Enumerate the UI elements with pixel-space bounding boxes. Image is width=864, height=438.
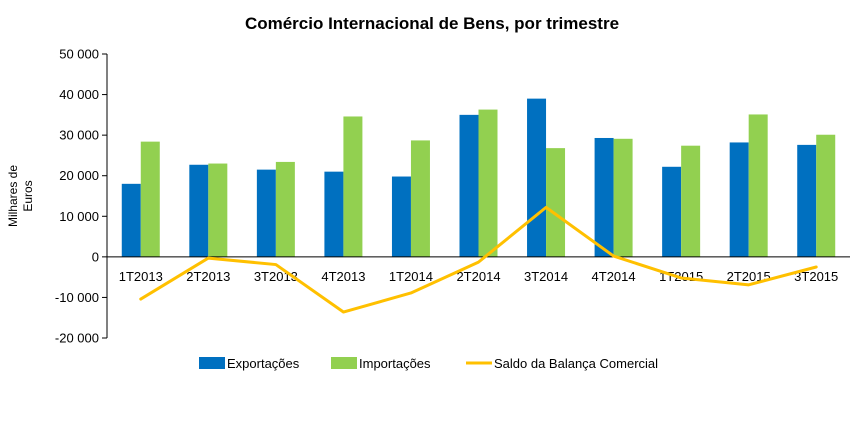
- x-category-label: 2T2015: [727, 269, 771, 284]
- bar-exportacoes: [527, 98, 547, 257]
- bar-exportacoes: [391, 176, 411, 257]
- bar-importacoes: [613, 138, 633, 257]
- bar-exportacoes: [256, 169, 276, 257]
- y-tick-label: 50 000: [59, 47, 99, 62]
- bar-exportacoes: [797, 144, 817, 257]
- x-axis-labels: 1T2013 2T2013 3T2013 4T2013 1T2014 2T2014 3T20…: [119, 269, 839, 284]
- bar-importacoes: [275, 161, 295, 257]
- x-category-label: 2T2014: [456, 269, 500, 284]
- bar-importacoes: [478, 109, 498, 257]
- y-tick-label: 0: [92, 249, 99, 264]
- legend-swatch: [199, 357, 225, 369]
- bar-importacoes: [343, 116, 363, 257]
- y-axis-title: Milhares deEuros: [6, 165, 35, 227]
- y-axis-title-text: Milhares deEuros: [6, 165, 35, 227]
- bar-exportacoes: [662, 166, 682, 257]
- y-tick-label: -20 000: [55, 331, 99, 346]
- bar-exportacoes: [121, 183, 141, 257]
- bar-exportacoes: [189, 164, 209, 257]
- legend: Exportações Importações Saldo da Balança C…: [199, 356, 658, 371]
- y-axis-title-line: Milhares de: [6, 165, 20, 227]
- y-axis-ticks: -20 000 -10 000 0 10 000 20 000 30 000 40 000 5…: [55, 47, 107, 346]
- legend-swatch: [331, 357, 357, 369]
- bar-importacoes: [140, 141, 160, 257]
- x-category-label: 1T2013: [119, 269, 163, 284]
- bar-exportacoes: [729, 142, 749, 257]
- bar-importacoes: [208, 163, 228, 257]
- bar-exportacoes: [594, 137, 614, 257]
- chart-title: Comércio Internacional de Bens, por trim…: [245, 14, 619, 33]
- bar-exportacoes: [459, 114, 479, 257]
- bar-exportacoes: [324, 171, 344, 257]
- x-category-label: 2T2013: [186, 269, 230, 284]
- y-tick-label: -10 000: [55, 290, 99, 305]
- bar-importacoes: [748, 114, 768, 257]
- x-category-label: 4T2013: [321, 269, 365, 284]
- y-axis-title-line: Euros: [21, 180, 35, 211]
- bar-importacoes: [546, 148, 566, 257]
- y-tick-label: 20 000: [59, 168, 99, 183]
- legend-label: Saldo da Balança Comercial: [494, 356, 658, 371]
- bar-importacoes: [816, 134, 836, 257]
- x-category-label: 4T2014: [592, 269, 636, 284]
- y-tick-label: 10 000: [59, 209, 99, 224]
- bar-importacoes: [681, 145, 701, 257]
- x-category-label: 3T2014: [524, 269, 568, 284]
- bars-group: [121, 98, 836, 257]
- x-category-label: 1T2014: [389, 269, 433, 284]
- legend-label: Importações: [359, 356, 431, 371]
- balance-line-group: [139, 205, 818, 314]
- legend-label: Exportações: [227, 356, 300, 371]
- x-category-label: 3T2015: [794, 269, 838, 284]
- y-tick-label: 40 000: [59, 87, 99, 102]
- y-tick-label: 30 000: [59, 128, 99, 143]
- x-category-label: 1T2015: [659, 269, 703, 284]
- bar-importacoes: [410, 140, 430, 257]
